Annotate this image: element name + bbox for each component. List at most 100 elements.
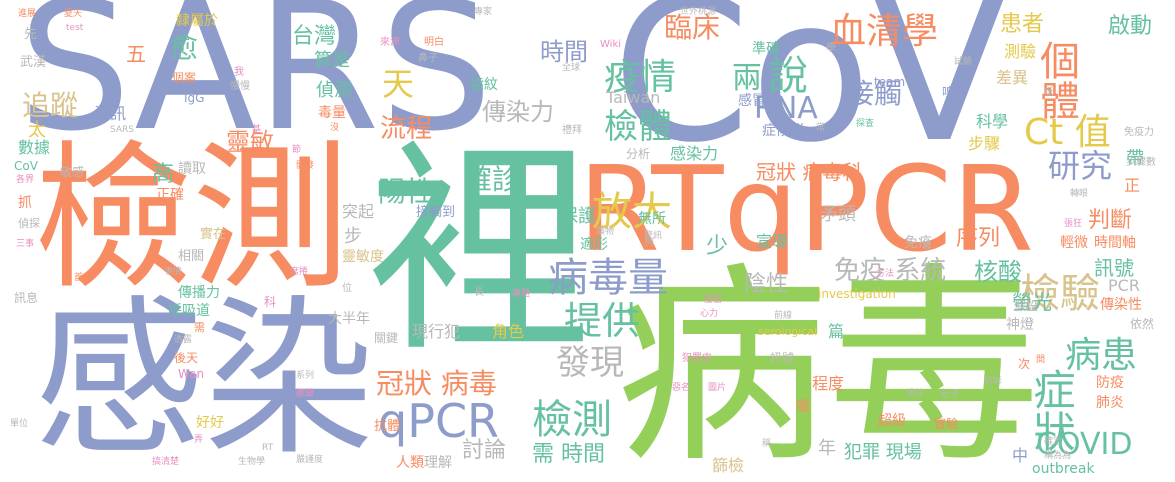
word-zhong: 中 <box>1012 446 1029 465</box>
word-huxidao: 呼吸道 <box>168 303 210 319</box>
word-duqu: 讀取 <box>178 161 206 177</box>
word-xilie: 系列 <box>296 371 315 381</box>
word-chengweiwei: 稱為為 <box>1044 451 1072 461</box>
word-gou: 狗 <box>644 237 654 248</box>
word-pcr: PCR <box>1108 276 1140 295</box>
word-jie: 節 <box>292 145 302 155</box>
word-zhiwen: 指紋 <box>470 77 498 93</box>
word-jiashe: 假設 <box>1014 299 1039 313</box>
word-zhenghouqun: 症候群 <box>762 123 804 139</box>
word-shiqing: 事情 <box>164 267 183 277</box>
word-xunxi: 訊息 <box>14 291 39 305</box>
word-fanzuishi: 犯罪史 <box>682 353 712 364</box>
word-jie2: 皆 <box>922 241 932 251</box>
word-zhengque: 正確 <box>156 187 184 203</box>
word-sanshi: 三事 <box>16 239 35 249</box>
word-renlei: 人類 <box>396 455 424 471</box>
word-yimiao: 疫苗 <box>704 295 723 305</box>
word-guanzhuang-bingdu: 冠狀 病毒 <box>376 367 497 400</box>
word-gaoqingchu: 搞清楚 <box>152 457 180 467</box>
word-bu: 步 <box>344 226 362 247</box>
word-bingdu-big: 病毒 <box>616 244 1040 482</box>
word-huanzhe: 患者 <box>1000 12 1045 37</box>
word-xulie: 序列 <box>956 226 1001 251</box>
word-taolun: 討論 <box>462 438 507 463</box>
word-haohao: 好好 <box>196 415 224 431</box>
word-fenxi: 分析 <box>626 147 651 161</box>
word-ci: 次 <box>1018 357 1031 371</box>
word-yangxing: 陽性 <box>378 175 435 208</box>
word-juese: 角色 <box>492 322 525 341</box>
word-taiwan-en: Taiwan <box>606 88 661 107</box>
word-qpcr: qPCR <box>378 394 500 448</box>
word-tupian: 圖片 <box>708 383 727 393</box>
word-guanjian: 關鍵 <box>374 331 399 345</box>
word-wu: 五 <box>126 42 146 66</box>
word-rtqpcr: RTqPCR <box>578 140 1034 278</box>
word-zhua: 抓 <box>18 195 32 211</box>
word-bizi: 鼻子 <box>418 53 438 64</box>
word-yu: 愈 <box>170 31 199 64</box>
word-mingan: 敏感 <box>60 165 85 179</box>
word-zhuanjia: 專家 <box>474 7 493 17</box>
word-o: 喔 <box>796 399 810 415</box>
word-zhence: 偵測 <box>316 80 352 101</box>
word-xian: 先 <box>24 27 38 42</box>
word-tuqi: 突起 <box>342 202 375 221</box>
word-shiyan2: 試驗 <box>954 57 973 67</box>
word-suanshi: 算是 <box>314 50 350 71</box>
word-xiangguan: 相關 <box>178 249 205 264</box>
word-fangda: 放大 <box>592 189 672 235</box>
word-sars-small: SARS <box>110 125 135 135</box>
word-baohu: 保護 <box>560 206 596 227</box>
word-laiyuan: 來源 <box>380 37 400 48</box>
word-chengdu: 程度 <box>812 374 845 393</box>
word-jian: 間 <box>1036 355 1046 365</box>
word-tigong: 提供 <box>564 299 641 343</box>
word-serological: serological <box>758 325 818 338</box>
word-shijianzhou: 時間軸 <box>1094 235 1136 251</box>
word-zhunque: 準確 <box>752 41 780 57</box>
word-libai: 禮拜 <box>562 125 582 136</box>
word-covid: COVID <box>1036 427 1133 462</box>
word-ji: 基 <box>252 125 262 135</box>
word-xianxingfan: 現行犯 <box>412 322 461 341</box>
word-di: 低 <box>1044 87 1054 98</box>
word-queding: 確定 <box>1044 437 1063 447</box>
word-shao: 少 <box>706 234 729 259</box>
word-lingmin: 靈敏 <box>226 128 274 156</box>
word-zhuizong: 追蹤 <box>22 89 79 122</box>
word-igg: IgG <box>184 91 205 105</box>
word-toulu: 透露 <box>174 335 193 345</box>
word-shaijian: 篩檢 <box>712 456 745 475</box>
word-lingmindu: 靈敏度 <box>342 249 384 265</box>
word-gao: 高 <box>152 162 175 187</box>
word-guowang: 過往 <box>906 389 925 399</box>
word-wuhan: 武漢 <box>20 55 47 70</box>
word-manman: 慢慢 <box>230 81 250 92</box>
word-eming: 惡名 <box>672 383 691 393</box>
word-team: team <box>874 75 906 89</box>
word-ceyan: 測驗 <box>1004 42 1037 61</box>
word-dabannian: 大半年 <box>328 311 370 327</box>
word-li: 裡 <box>368 121 592 382</box>
word-zhaozhang: 昭彰 <box>984 377 1003 387</box>
word-zhangkuang: 張狂 <box>1064 219 1083 229</box>
word-duliang: 毒量 <box>318 105 346 121</box>
word-mingbai: 明白 <box>424 37 444 48</box>
word-fanzui-xianchang: 犯罪 現場 <box>844 442 922 463</box>
word-chuanranxing: 傳染性 <box>1100 297 1142 313</box>
word-panduan: 判斷 <box>1088 208 1133 233</box>
word-nong: 弄 <box>194 435 204 445</box>
word-jiechu: 接觸 <box>846 77 903 110</box>
word-chang2: 長 <box>474 287 484 298</box>
word-dai: 帶 <box>1126 148 1144 169</box>
word-jiechudao: 接觸到 <box>416 205 456 220</box>
word-jiance-big: 檢測 <box>34 127 350 311</box>
word-cov: CoV <box>612 0 1007 186</box>
word-bingshuan: 病患 <box>1065 335 1138 376</box>
word-ke: 科 <box>264 295 277 309</box>
word-quanqiu: 全球 <box>562 63 581 73</box>
word-fenzi: 分子 <box>940 389 960 400</box>
